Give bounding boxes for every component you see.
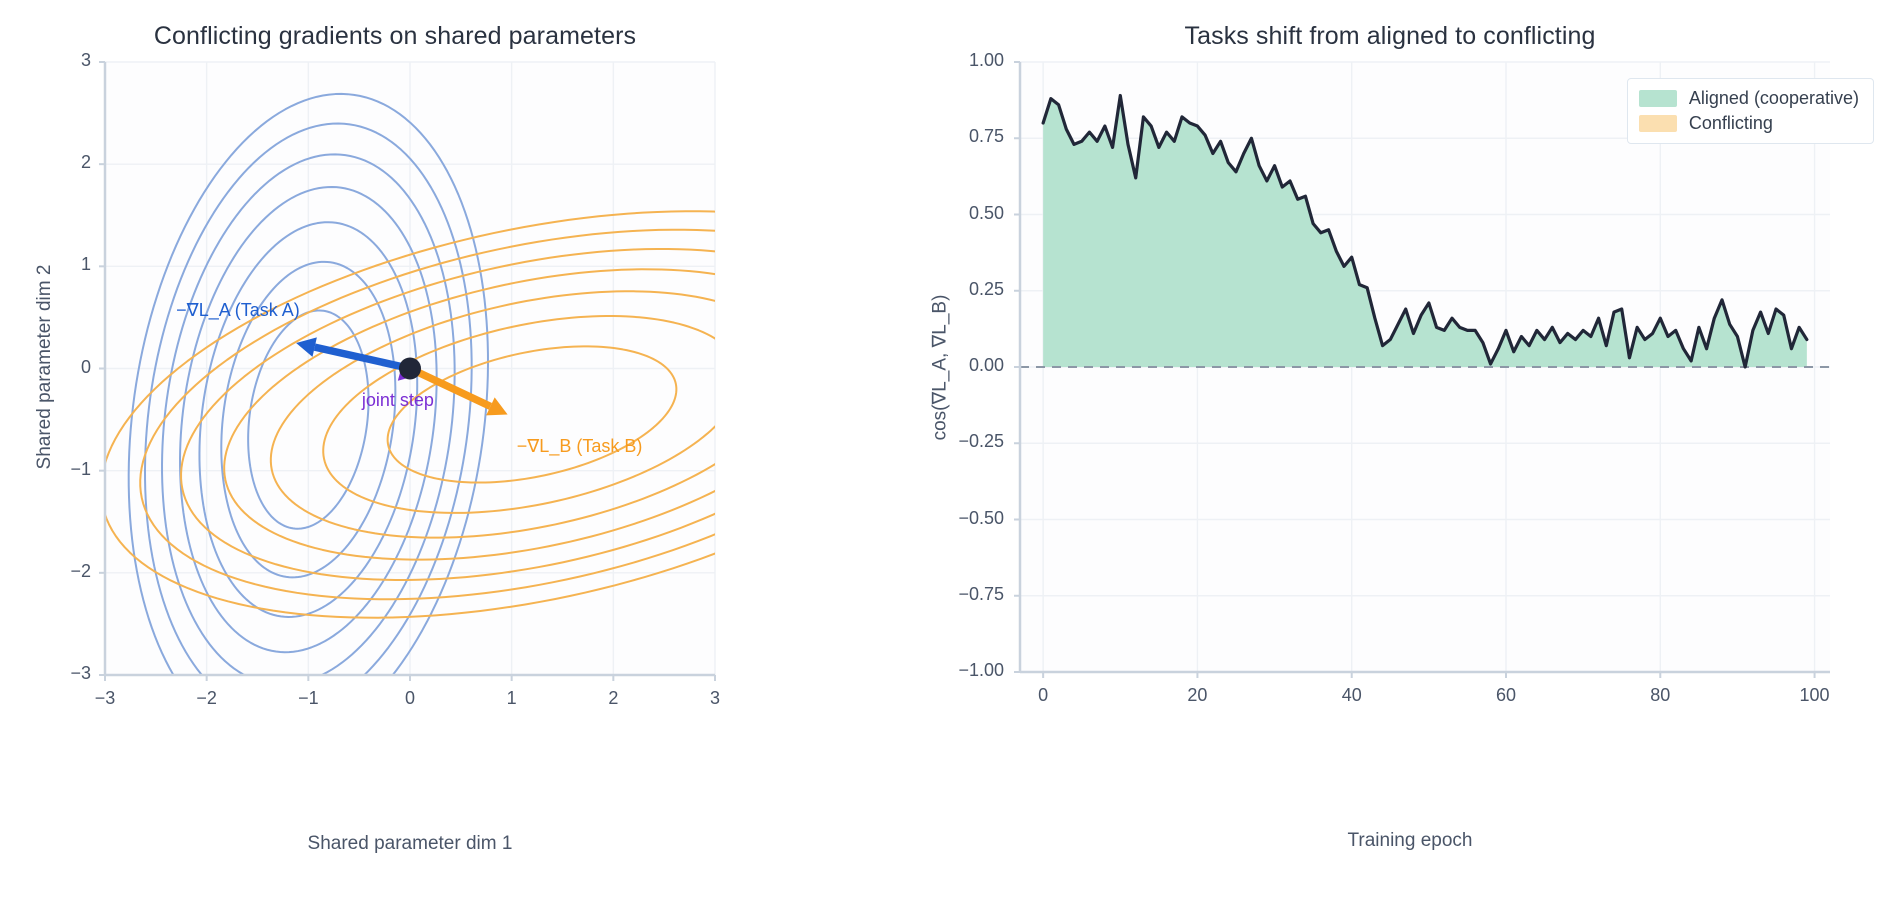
legend-label-aligned: Aligned (cooperative) — [1688, 88, 1859, 108]
right-ytick-8: −1.00 — [958, 660, 1004, 680]
legend-item-conflicting: Conflicting — [1638, 113, 1859, 134]
right-ytick-7: −0.75 — [958, 583, 1004, 604]
left-xtick-1: −2 — [196, 688, 217, 708]
right-xtick-0: 0 — [1038, 685, 1049, 705]
right-ytick-4: 0.00 — [968, 355, 1004, 375]
area-fill — [1043, 95, 1807, 368]
right-xaxis-label: Training epoch — [1347, 830, 1473, 851]
left-ytick-2: 1 — [80, 254, 91, 275]
contour-lines — [105, 92, 715, 675]
right-ytick-1: 0.75 — [968, 126, 1004, 147]
left-ytick-1: 2 — [80, 152, 91, 173]
left-xtick-3: 0 — [404, 688, 415, 708]
right-ytick-5: −0.25 — [958, 431, 1004, 452]
aligned-fill-0 — [1043, 95, 1807, 368]
contour-panel: Conflicting gradients on shared paramete… — [0, 0, 900, 924]
grad-b-arrow — [408, 365, 508, 416]
timeseries-panel: Tasks shift from aligned to conflicting … — [900, 0, 1899, 924]
current-point — [399, 357, 421, 380]
left-ytick-0: 3 — [80, 50, 91, 70]
left-xaxis-label: Shared parameter dim 1 — [307, 833, 513, 854]
grad-a-arrow — [296, 337, 411, 373]
right-xtick-4: 80 — [1650, 685, 1671, 705]
left-xtick-2: −1 — [298, 688, 319, 708]
left-chart-title: Conflicting gradients on shared paramete… — [153, 22, 637, 50]
grad-b-label: −∇L_B (Task B) — [516, 436, 643, 457]
right-ytick-2: 0.50 — [968, 202, 1004, 223]
grad-a-label: −∇L_A (Task A) — [176, 300, 300, 321]
contour-plot-svg — [99, 61, 716, 681]
legend-swatch-aligned — [1638, 90, 1677, 107]
right-chart-title: Tasks shift from aligned to conflicting — [1184, 22, 1596, 50]
right-xtick-3: 60 — [1495, 685, 1517, 705]
right-xtick-2: 40 — [1341, 685, 1362, 705]
right-xtick-5: 100 — [1799, 685, 1830, 705]
right-xtick-1: 20 — [1187, 685, 1208, 705]
joint-step-label: joint step — [361, 390, 434, 411]
right-ytick-0: 1.00 — [968, 50, 1004, 70]
legend-swatch-conflicting — [1638, 115, 1677, 132]
contour-series-task-b — [105, 210, 715, 619]
legend: Aligned (cooperative) Conflicting — [1626, 78, 1874, 144]
legend-label-conflicting: Conflicting — [1688, 113, 1773, 133]
left-xtick-0: −3 — [94, 688, 116, 708]
cosine-similarity-line — [1041, 93, 1809, 369]
left-ytick-5: −2 — [70, 560, 91, 581]
left-ytick-3: 0 — [80, 356, 91, 377]
left-xtick-6: 3 — [709, 688, 720, 708]
right-ytick-3: 0.25 — [968, 278, 1004, 299]
left-xtick-5: 2 — [608, 688, 619, 708]
left-ytick-6: −3 — [70, 663, 91, 683]
left-xtick-4: 1 — [506, 688, 517, 708]
left-ytick-4: −1 — [70, 458, 91, 479]
right-ytick-6: −0.50 — [958, 507, 1004, 528]
legend-item-aligned: Aligned (cooperative) — [1638, 88, 1859, 109]
